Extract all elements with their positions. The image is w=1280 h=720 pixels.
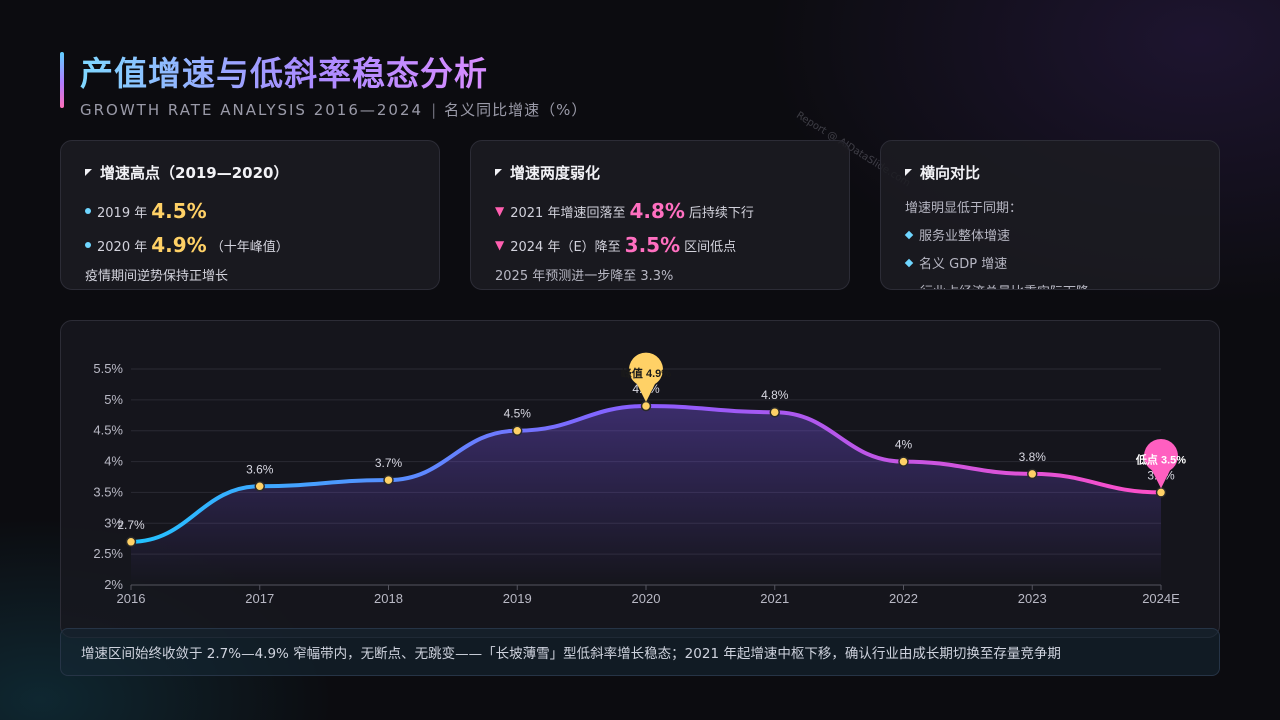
annotation-pin [629,352,664,403]
card-row: 名义 GDP 增速 [904,253,1195,272]
card-row: 疫情期间逆势保持正增长 [85,265,415,284]
row-label: 2019 年 [97,205,148,221]
y-tick-label: 4.5% [93,423,123,438]
card-growth-peak: 增速高点（2019—2020） 2019 年 4.5% 2020 年 4.9% … [60,140,440,290]
data-point [512,425,523,436]
y-tick-label: 2% [104,577,123,592]
bullet-dot-icon [85,242,91,248]
y-tick-label: 2.5% [93,546,123,561]
card-row: 2020 年 4.9% （十年峰值） [85,233,415,257]
data-point [898,456,909,467]
y-tick-label: 4% [104,454,123,469]
row-text: 2025 年预测进一步降至 3.3% [495,269,674,284]
series-area [131,406,1161,585]
subtitle-english: GROWTH RATE ANALYSIS 2016—2024 [80,101,424,119]
annotation-label: 低点 3.5% [1135,452,1186,466]
card-growth-weaken: 增速两度弱化 ▼ 2021 年增速回落至 4.8% 后持续下行 ▼ 2024 年… [470,140,850,290]
annotation-label: 峰值 4.9% [621,366,671,380]
subtitle-separator: | [431,101,437,119]
data-point [769,406,780,418]
card-row: 2025 年预测进一步降至 3.3% [495,265,825,284]
data-point [640,400,652,412]
highlight-value: 4.5% [151,199,207,223]
page-subtitle: GROWTH RATE ANALYSIS 2016—2024 | 名义同比增速（%） [80,99,587,120]
data-label: 4.8% [761,388,789,402]
row-text: 区间低点 [684,239,737,255]
row-label: 2021 年增速回落至 [510,205,626,221]
x-tick-label: 2021 [760,591,789,606]
conclusion-bar: 增速区间始终收敛于 2.7%—4.9% 窄幅带内，无断点、无跳变——「长坡薄雪」… [60,628,1220,676]
card-row: ▼ 2024 年（E）降至 3.5% 区间低点 [495,233,825,257]
row-text: 名义 GDP 增速 [919,257,1008,272]
page-title: 产值增速与低斜率稳态分析 [80,52,488,96]
row-text: 后持续下行 [688,205,754,221]
data-point [125,536,137,548]
card-row: 增速明显低于同期： [905,197,1195,216]
row-label: 2024 年（E）降至 [510,239,621,255]
subtitle-chinese: 名义同比增速（%） [444,101,588,119]
data-label: 4.5% [504,407,532,421]
data-point [383,474,394,486]
card-horizontal-compare: 横向对比 增速明显低于同期： 服务业整体增速 名义 GDP 增速 → 行业占经济… [880,140,1220,290]
x-tick-label: 2023 [1018,591,1047,606]
card-row: → 行业占经济总量比重实际下降 [905,281,1195,289]
x-tick-label: 2018 [374,591,403,606]
annotation-pin [1144,439,1178,489]
y-tick-label: 5.5% [93,361,123,376]
card-title: 横向对比 [905,161,1195,183]
title-accent-bar [60,52,64,108]
x-tick-label: 2016 [117,591,146,606]
down-triangle-icon: ▼ [495,204,505,218]
card-title: 增速两度弱化 [495,161,825,183]
y-tick-label: 3% [104,515,123,530]
x-tick-label: 2024E [1142,591,1180,606]
row-text: 服务业整体增速 [919,229,1011,244]
conclusion-text: 增速区间始终收敛于 2.7%—4.9% 窄幅带内，无断点、无跳变——「长坡薄雪」… [81,646,1061,662]
row-text: 增速明显低于同期： [905,201,1023,216]
highlight-value: 4.9% [151,233,207,257]
data-label: 2.7% [117,518,145,532]
data-label: 3.8% [1019,450,1047,464]
data-point [1027,468,1038,480]
x-tick-label: 2022 [889,591,918,606]
row-label: 2020 年 [97,239,148,255]
x-tick-label: 2019 [503,591,532,606]
data-label: 4% [895,438,913,452]
data-point [1155,487,1167,498]
row-text: 疫情期间逆势保持正增长 [85,269,229,284]
diamond-bullet-icon [904,230,914,239]
data-label: 3.7% [375,456,403,470]
card-title-text: 增速两度弱化 [510,163,601,182]
flag-icon [495,168,502,176]
card-title: 增速高点（2019—2020） [85,161,415,183]
card-title-text: 横向对比 [920,163,981,182]
x-tick-label: 2017 [245,591,274,606]
flag-icon [905,168,912,176]
card-title-text: 增速高点（2019—2020） [100,163,289,182]
x-tick-label: 2020 [632,591,661,606]
data-label: 3.6% [246,462,274,476]
row-text: → 行业占经济总量比重实际下降 [905,281,1089,289]
y-tick-label: 5% [104,392,123,407]
highlight-value: 3.5% [624,233,681,257]
flag-icon [85,168,92,176]
card-row: 服务业整体增速 [904,225,1195,244]
row-note: （十年峰值） [210,239,289,255]
chart-panel: 2% 2.5% 3% 3.5% 4% 4.5% 5% 5.5% 2016 2017 2018 2019… [60,320,1220,638]
card-row: 2019 年 4.5% [85,199,415,223]
data-point [254,481,265,492]
highlight-value: 4.8% [629,199,685,223]
y-tick-label: 3.5% [93,484,123,499]
diamond-bullet-icon [904,258,914,267]
growth-line-chart: 2% 2.5% 3% 3.5% 4% 4.5% 5% 5.5% 2016 2017 2018 2019… [93,352,1186,606]
card-row: ▼ 2021 年增速回落至 4.8% 后持续下行 [495,199,825,223]
down-triangle-icon: ▼ [495,238,505,252]
bullet-dot-icon [85,208,91,214]
